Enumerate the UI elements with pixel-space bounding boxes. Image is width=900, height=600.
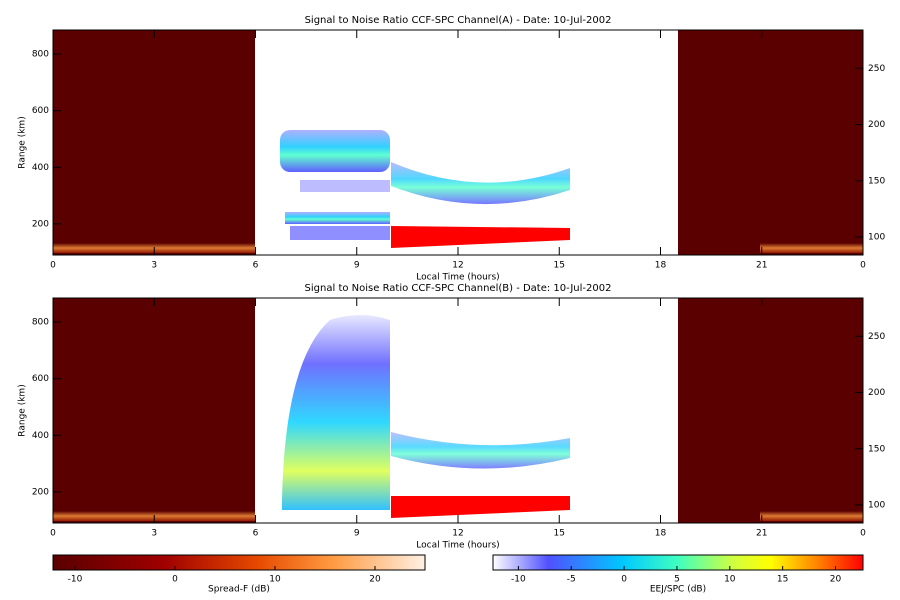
colorbar-tick-label: 15 bbox=[777, 575, 788, 585]
x-tick-label: 0 bbox=[860, 261, 866, 271]
colorbar-tick-label: 0 bbox=[621, 575, 627, 585]
colorbar-tick-label: -10 bbox=[511, 575, 526, 585]
y2-tick-label: 200 bbox=[868, 120, 885, 130]
colorbar-tick-label: 10 bbox=[724, 575, 736, 585]
x-tick-label: 0 bbox=[860, 529, 866, 539]
x-tick-label: 3 bbox=[151, 529, 157, 539]
x-tick-label: 3 bbox=[151, 261, 157, 271]
y2-tick-label: 150 bbox=[868, 444, 885, 454]
chart-title: Signal to Noise Ratio CCF-SPC Channel(B)… bbox=[305, 283, 612, 294]
colorbar bbox=[492, 554, 864, 571]
y2-tick-label: 100 bbox=[868, 501, 885, 511]
colorbar-tick-label: 5 bbox=[674, 575, 680, 585]
y-tick-label: 600 bbox=[32, 374, 49, 384]
x-tick-label: 9 bbox=[354, 529, 360, 539]
y-tick-label: 400 bbox=[32, 431, 49, 441]
x-tick-label: 12 bbox=[452, 261, 463, 271]
x-tick-label: 0 bbox=[50, 529, 56, 539]
y-axis-label: Range (km) bbox=[18, 384, 28, 436]
x-tick-label: 12 bbox=[452, 529, 463, 539]
colorbar-tick-label: 0 bbox=[172, 575, 178, 585]
colorbar-tick-label: 20 bbox=[830, 575, 842, 585]
x-tick-label: 15 bbox=[554, 261, 565, 271]
colorbar-tick-label: -5 bbox=[567, 575, 576, 585]
y-tick-label: 600 bbox=[32, 106, 49, 116]
colorbar-tick-label: 20 bbox=[369, 575, 381, 585]
colorbar-label: EEJ/SPC (dB) bbox=[650, 585, 706, 595]
y2-tick-label: 200 bbox=[868, 388, 885, 398]
y-tick-label: 800 bbox=[32, 318, 49, 328]
x-tick-label: 18 bbox=[655, 261, 667, 271]
x-axis-label: Local Time (hours) bbox=[416, 273, 499, 283]
x-tick-label: 21 bbox=[756, 529, 767, 539]
y-tick-label: 400 bbox=[32, 163, 49, 173]
colorbar bbox=[52, 554, 426, 571]
x-tick-label: 6 bbox=[253, 529, 259, 539]
x-tick-label: 6 bbox=[253, 261, 259, 271]
x-tick-label: 18 bbox=[655, 529, 667, 539]
chart-title: Signal to Noise Ratio CCF-SPC Channel(A)… bbox=[305, 15, 612, 26]
y-tick-label: 200 bbox=[32, 487, 49, 497]
x-tick-label: 15 bbox=[554, 529, 565, 539]
x-axis-label: Local Time (hours) bbox=[416, 541, 499, 551]
colorbar-tick-label: -10 bbox=[68, 575, 83, 585]
x-tick-label: 0 bbox=[50, 261, 56, 271]
y-axis-label: Range (km) bbox=[18, 116, 28, 168]
colorbar-tick-label: 10 bbox=[269, 575, 281, 585]
colorbar-label: Spread-F (dB) bbox=[208, 585, 270, 595]
panel-b-image bbox=[53, 298, 863, 523]
x-tick-label: 21 bbox=[756, 261, 767, 271]
x-tick-label: 9 bbox=[354, 261, 360, 271]
y2-tick-label: 250 bbox=[868, 64, 885, 74]
y-tick-label: 800 bbox=[32, 50, 49, 60]
y-tick-label: 200 bbox=[32, 219, 49, 229]
y2-tick-label: 150 bbox=[868, 176, 885, 186]
y2-tick-label: 250 bbox=[868, 332, 885, 342]
panel-a-image bbox=[53, 30, 863, 255]
y2-tick-label: 100 bbox=[868, 233, 885, 243]
